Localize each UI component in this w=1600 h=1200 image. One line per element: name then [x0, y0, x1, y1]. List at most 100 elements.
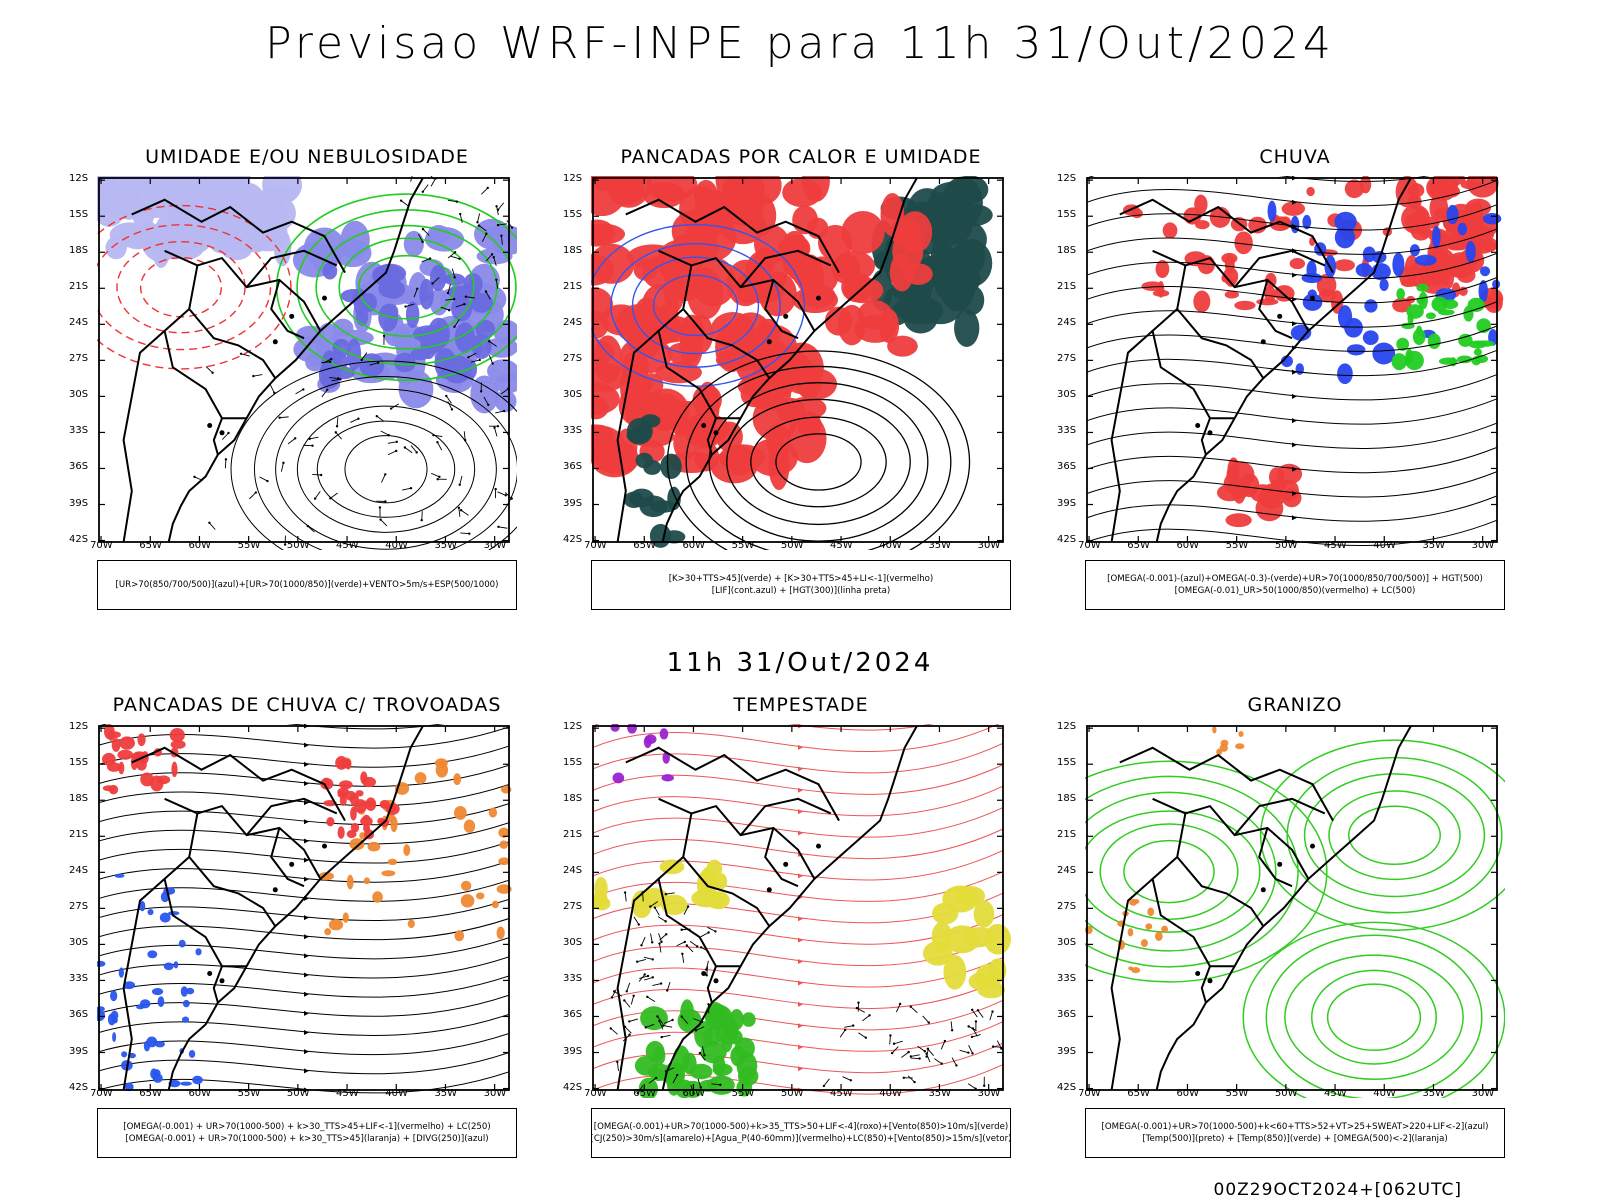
humidity-high-level: [234, 176, 251, 198]
lc250-streamline-arrow: [304, 761, 309, 767]
divergence-region: [163, 962, 174, 971]
wind-vector-head: [193, 475, 196, 479]
omega-strong-region: [1458, 333, 1473, 347]
wind850-vector-head: [843, 1028, 847, 1032]
wind-vector: [496, 206, 499, 216]
legend-line: [UR>70(850/700/500)](azul)+[UR>70(1000/8…: [115, 580, 499, 590]
lat-label: 39S: [1057, 497, 1077, 509]
omega-region: [1362, 330, 1379, 345]
wind850-vector-head: [635, 960, 639, 963]
wind850-vector: [650, 901, 658, 907]
hgt300-contour: [750, 416, 887, 508]
lake-marker: [816, 843, 821, 849]
legend-box: [OMEGA(-0.001)+UR>70(1000-500)+k>35_TTS>…: [591, 1108, 1012, 1158]
country-border: [163, 308, 247, 420]
wind850-vector-head: [696, 945, 699, 948]
rain-region: [1395, 176, 1419, 208]
legend-line: [OMEGA(-0.001)+UR>70(1000-500)+k<60+TTS>…: [1101, 1122, 1489, 1132]
jet-region: [944, 925, 980, 954]
omega500-region: [1145, 923, 1153, 930]
wind850-vector: [707, 926, 716, 932]
country-border: [682, 813, 771, 927]
wind-vector: [497, 223, 507, 226]
lake-marker: [219, 978, 225, 984]
wind850-vector: [650, 933, 653, 943]
wind850-vector: [910, 1054, 920, 1057]
k-tts-li-region: [686, 267, 724, 320]
rain-region: [1334, 259, 1355, 272]
country-border: [212, 965, 223, 1003]
k-tts-li-region: [591, 243, 635, 284]
lon-label: 30W: [977, 540, 1001, 551]
lat-label: 27S: [1057, 353, 1077, 365]
humidity-high-level: [419, 278, 434, 310]
k-tts-li-region: [591, 219, 616, 247]
lat-label: 15S: [69, 757, 89, 769]
wind-vector: [447, 401, 453, 410]
wind850-vector-head: [967, 1051, 970, 1054]
omega-region: [1479, 266, 1491, 277]
wind-vector-head: [335, 425, 339, 428]
wind-vector: [447, 199, 457, 203]
lon-label: 35W: [434, 540, 458, 551]
map-chuva: 12S 15S 18S 21S 24S 27S 30S 33S 36S 39S 42S 70W 65W 6…: [1057, 173, 1505, 551]
wind850-vector: [616, 1061, 619, 1071]
country-border: [657, 856, 741, 968]
omega-region: [1295, 363, 1305, 375]
lat-label: 39S: [69, 1045, 89, 1057]
omega-strong-region: [1457, 355, 1473, 364]
lon-label: 60W: [682, 1088, 706, 1099]
divergence-region: [180, 1081, 192, 1086]
hgt300-contour: [726, 398, 911, 526]
wind-vector: [465, 296, 475, 299]
wind-vector-head: [457, 506, 461, 510]
humidity-high-level: [359, 353, 385, 378]
lc850-streamline-arrow: [798, 937, 803, 943]
lake-marker: [701, 971, 707, 977]
country-border: [1200, 965, 1211, 1003]
humidity-high-level: [405, 301, 420, 329]
omega-region: [1379, 278, 1389, 292]
wind-vector: [209, 522, 216, 530]
thunderstorm-region: [119, 736, 135, 750]
hgt300-contour: [666, 350, 971, 550]
lat-label: 21S: [69, 281, 89, 293]
thunderstorm-region: [117, 749, 134, 760]
pressure-isobar: [254, 375, 517, 550]
wind-vector: [400, 200, 409, 207]
thunderstorm-region: [365, 797, 377, 812]
lake-marker: [1310, 295, 1315, 301]
lake-marker: [272, 887, 278, 893]
panel-title: PANCADAS POR CALOR E UMIDADE: [620, 146, 982, 168]
wind850-vector: [950, 1021, 953, 1031]
k-tts-li-region: [831, 253, 861, 284]
wind-vector: [459, 213, 463, 223]
wind850-vector-head: [892, 1042, 896, 1045]
thunderstorm-orange-region: [387, 858, 398, 866]
lon-label: 35W: [1422, 540, 1446, 551]
wind850-vector-head: [649, 905, 652, 908]
temp850-contour: [1085, 760, 1328, 983]
lat-label: 30S: [1057, 937, 1077, 949]
wind850-vector: [681, 1016, 689, 1024]
omega-region: [1267, 200, 1277, 222]
wind-vector: [380, 474, 386, 483]
country-border: [657, 308, 741, 420]
temp850-contour: [1242, 921, 1505, 1098]
lat-label: 33S: [563, 973, 583, 985]
wind850-vector-head: [651, 941, 654, 944]
wind-vector-head: [495, 205, 498, 208]
lc850-streamline: [592, 724, 1000, 752]
thunderstorm-region: [118, 761, 125, 775]
hgt500-streamline-arrow: [1292, 296, 1297, 302]
wind-vector-head: [490, 253, 494, 256]
wind850-vector-head: [632, 994, 635, 997]
wind-vector: [205, 366, 213, 374]
lon-label: 45W: [830, 1088, 853, 1099]
rain-region: [1265, 272, 1277, 288]
lc850-streamline-arrow: [798, 744, 803, 750]
lat-label: 27S: [1057, 901, 1077, 913]
wind850-vector-head: [623, 999, 626, 1002]
wind-vector: [269, 384, 275, 393]
lat-label: 21S: [1057, 281, 1077, 293]
